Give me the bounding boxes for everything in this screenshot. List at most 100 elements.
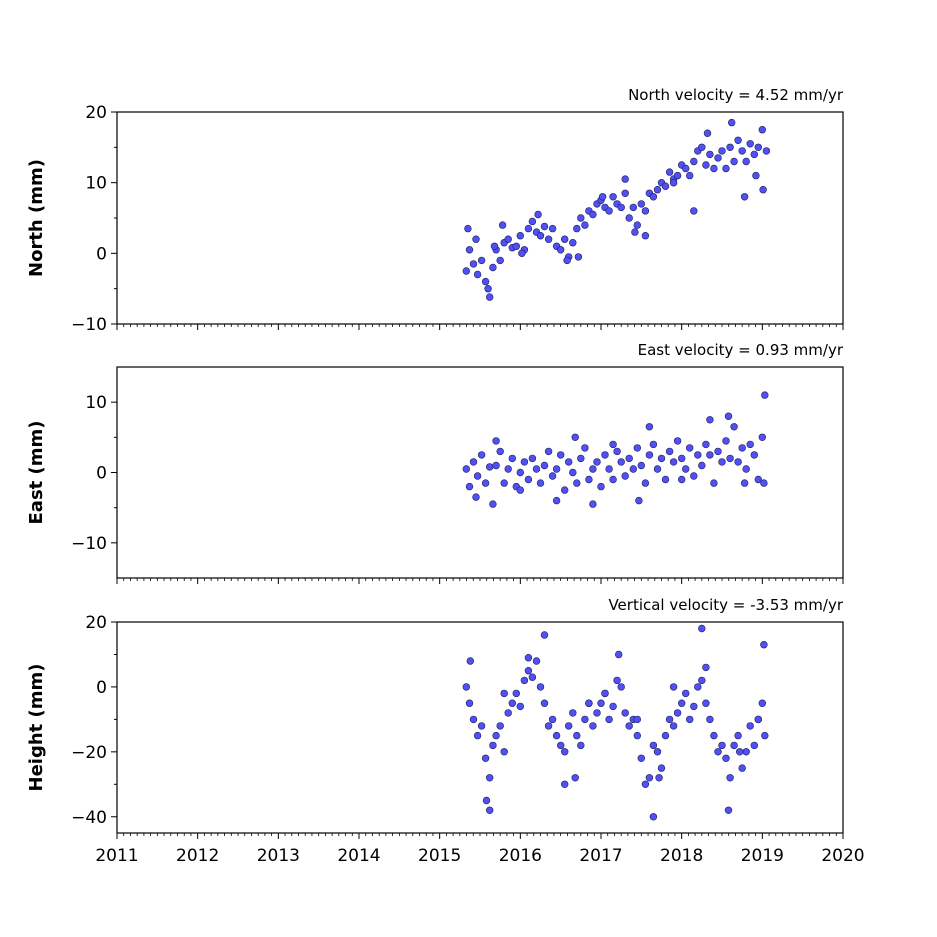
north-x-ticks bbox=[116, 324, 844, 330]
y-tick-label: 0 bbox=[96, 678, 107, 698]
data-point bbox=[609, 475, 617, 484]
data-point bbox=[738, 444, 746, 452]
data-point bbox=[581, 444, 589, 452]
data-point bbox=[504, 465, 512, 473]
y-tick-label: 10 bbox=[85, 393, 107, 413]
data-point bbox=[617, 458, 625, 466]
data-point bbox=[512, 242, 520, 251]
data-point bbox=[564, 722, 573, 730]
data-point bbox=[734, 136, 742, 145]
data-point bbox=[472, 235, 480, 243]
data-point bbox=[746, 440, 754, 449]
y-tick-label: −40 bbox=[71, 808, 107, 828]
y-tick-label: 0 bbox=[96, 244, 107, 264]
data-point bbox=[734, 458, 742, 466]
east-points bbox=[462, 391, 769, 508]
data-point bbox=[754, 715, 762, 724]
data-point bbox=[673, 709, 682, 717]
data-point bbox=[726, 143, 734, 152]
data-point bbox=[473, 472, 482, 480]
data-point bbox=[645, 774, 654, 782]
x-tick-label: 2013 bbox=[257, 846, 300, 866]
data-point bbox=[489, 741, 497, 750]
data-point bbox=[496, 256, 504, 265]
data-point bbox=[508, 454, 516, 463]
data-point bbox=[465, 482, 474, 491]
data-point bbox=[706, 416, 714, 424]
panel-height: Vertical velocity = -3.53 mm/yr Height (… bbox=[26, 596, 865, 866]
data-point bbox=[722, 437, 730, 445]
data-point bbox=[524, 475, 533, 484]
data-point bbox=[735, 748, 744, 756]
east-ylabel: East (mm) bbox=[26, 421, 47, 525]
data-point bbox=[589, 500, 597, 508]
data-point bbox=[698, 676, 706, 685]
data-point bbox=[469, 458, 478, 466]
data-point bbox=[702, 663, 710, 672]
data-point bbox=[621, 709, 629, 717]
data-point bbox=[524, 653, 533, 662]
data-point bbox=[496, 447, 504, 456]
data-point bbox=[637, 461, 645, 470]
data-point bbox=[621, 189, 629, 198]
data-point bbox=[560, 486, 569, 494]
data-point bbox=[761, 731, 769, 740]
data-point bbox=[714, 154, 722, 162]
x-tick-label: 2019 bbox=[741, 846, 784, 866]
data-point bbox=[500, 479, 508, 487]
data-point bbox=[649, 813, 658, 821]
data-point bbox=[472, 493, 480, 501]
x-tick-label: 2014 bbox=[337, 846, 380, 866]
data-point bbox=[746, 722, 754, 730]
data-point bbox=[544, 447, 553, 456]
data-point bbox=[698, 624, 706, 633]
data-point bbox=[718, 741, 726, 750]
data-point bbox=[563, 256, 571, 265]
data-point bbox=[750, 451, 758, 459]
data-point bbox=[486, 463, 494, 471]
data-point bbox=[573, 224, 581, 233]
data-point bbox=[633, 444, 641, 452]
data-point bbox=[571, 433, 579, 441]
data-point bbox=[694, 451, 702, 459]
data-point bbox=[760, 479, 768, 487]
data-point bbox=[482, 796, 491, 805]
data-point bbox=[613, 447, 621, 456]
data-point bbox=[528, 454, 537, 463]
data-point bbox=[714, 748, 722, 756]
data-point bbox=[669, 722, 678, 730]
data-point bbox=[762, 147, 771, 155]
data-point bbox=[649, 741, 658, 750]
data-point bbox=[673, 171, 682, 180]
data-point bbox=[734, 731, 742, 740]
data-point bbox=[754, 475, 762, 484]
data-point bbox=[605, 207, 613, 215]
data-point bbox=[516, 232, 524, 240]
data-point bbox=[552, 496, 561, 505]
y-tick-label: 20 bbox=[85, 613, 107, 633]
data-point bbox=[473, 731, 482, 740]
data-point bbox=[653, 748, 662, 756]
data-point bbox=[540, 699, 549, 707]
data-point bbox=[724, 412, 733, 420]
data-point bbox=[577, 454, 585, 463]
data-point bbox=[544, 235, 553, 243]
data-point bbox=[761, 391, 769, 399]
data-point bbox=[465, 246, 474, 254]
data-point bbox=[633, 731, 641, 740]
data-point bbox=[681, 465, 690, 473]
data-point bbox=[690, 207, 698, 215]
data-point bbox=[532, 465, 541, 473]
data-point bbox=[477, 722, 486, 730]
data-point bbox=[577, 741, 585, 750]
data-point bbox=[508, 699, 516, 707]
data-point bbox=[462, 465, 470, 473]
data-point bbox=[685, 171, 694, 180]
data-point bbox=[685, 444, 694, 452]
data-point bbox=[536, 232, 545, 240]
east-x-ticks bbox=[116, 578, 844, 584]
data-point bbox=[661, 731, 670, 740]
data-point bbox=[504, 709, 512, 717]
panel-north: North velocity = 4.52 mm/yr North (mm) −… bbox=[26, 86, 844, 335]
data-point bbox=[492, 731, 500, 740]
